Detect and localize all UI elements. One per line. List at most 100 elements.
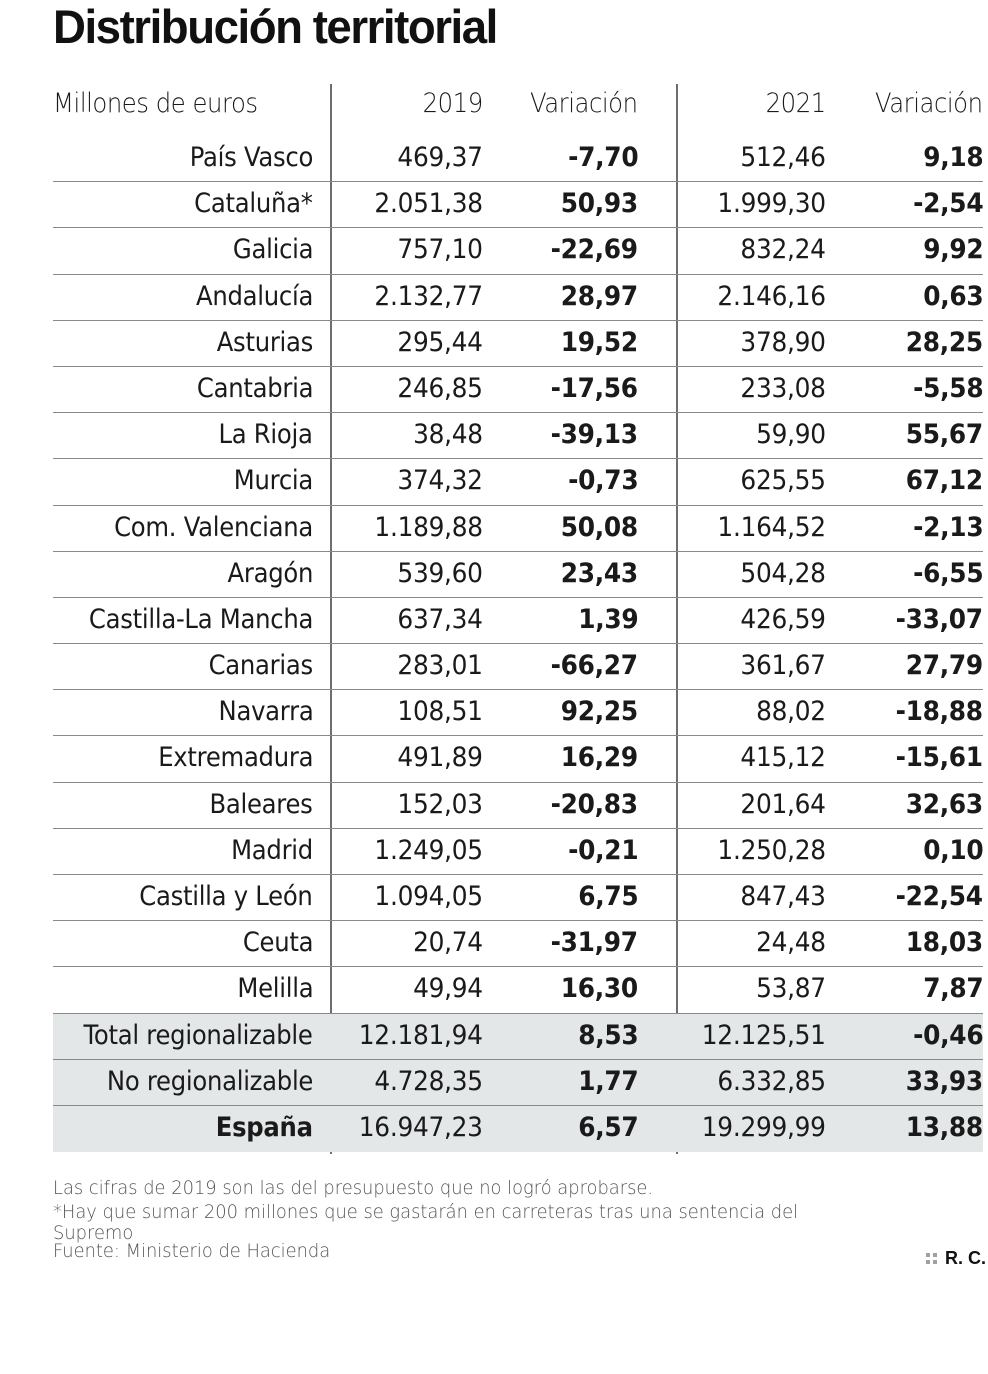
variation-2021: 18,03 bbox=[905, 927, 983, 959]
value-2019: 1.094,05 bbox=[374, 881, 484, 912]
variation-2019: 1,77 bbox=[577, 1065, 638, 1097]
header-variation-2019: Variación bbox=[530, 88, 638, 119]
value-2021: 24,48 bbox=[756, 927, 826, 959]
region-name: Cantabria bbox=[196, 372, 314, 404]
table-row: Cantabria 246,85 -17,56 233,08 -5,58 bbox=[53, 367, 983, 414]
value-2019: 108,51 bbox=[397, 696, 484, 728]
header-2021: 2021 bbox=[765, 88, 826, 119]
variation-2021: 7,87 bbox=[922, 973, 983, 1005]
dots-icon bbox=[925, 1253, 937, 1264]
variation-2021: 67,12 bbox=[905, 465, 983, 497]
value-2021: 59,90 bbox=[756, 419, 826, 451]
data-table: Millones de euros 2019 Variación 2021 Va… bbox=[53, 84, 984, 1153]
variation-2021: -0,46 bbox=[912, 1019, 983, 1051]
region-name: No regionalizable bbox=[106, 1065, 313, 1097]
value-2021: 504,28 bbox=[740, 557, 827, 589]
value-2019: 20,74 bbox=[413, 927, 483, 959]
table-row: Galicia 757,10 -22,69 832,24 9,92 bbox=[53, 228, 983, 275]
region-name: Cataluña* bbox=[194, 188, 314, 220]
value-2019: 152,03 bbox=[397, 788, 484, 820]
region-name: Castilla-La Mancha bbox=[88, 603, 313, 635]
table-row: Madrid 1.249,05 -0,21 1.250,28 0,10 bbox=[53, 829, 983, 875]
table-row: Ceuta 20,74 -31,97 24,48 18,03 bbox=[53, 921, 983, 968]
variation-2021: -2,13 bbox=[912, 511, 983, 543]
value-2019: 246,85 bbox=[397, 372, 484, 404]
value-2019: 2.132,77 bbox=[374, 280, 484, 312]
table-row: Castilla y León 1.094,05 6,75 847,43 -22,54 bbox=[53, 875, 984, 922]
variation-2019: -20,83 bbox=[550, 788, 639, 820]
region-name: La Rioja bbox=[218, 419, 313, 451]
table-header: Millones de euros 2019 Variación 2021 Va… bbox=[53, 84, 983, 136]
region-name: Melilla bbox=[237, 973, 313, 1005]
table-row: No regionalizable 4.728,35 1,77 6.332,85 33,… bbox=[53, 1059, 983, 1106]
table-row: Murcia 374,32 -0,73 625,55 67,12 bbox=[53, 459, 983, 506]
variation-2019: 50,08 bbox=[560, 511, 638, 543]
credit-text: R. C. bbox=[944, 1248, 986, 1268]
table-row: Andalucía 2.132,77 28,97 2.146,16 0,63 bbox=[53, 275, 983, 321]
value-2021: 1.999,30 bbox=[717, 188, 827, 220]
table-row: Com. Valenciana 1.189,88 50,08 1.164,52 -2,1… bbox=[53, 506, 983, 552]
table-totals: Total regionalizable 12.181,94 8,53 12.125,… bbox=[53, 1013, 983, 1153]
variation-2021: 0,10 bbox=[922, 834, 983, 866]
variation-2021: 9,92 bbox=[922, 234, 983, 266]
variation-2021: -18,88 bbox=[895, 696, 984, 728]
source-note: Fuente: Ministerio de Hacienda bbox=[53, 1240, 331, 1262]
header-unit: Millones de euros bbox=[53, 88, 258, 119]
value-2021: 88,02 bbox=[756, 696, 826, 728]
value-2021: 415,12 bbox=[740, 742, 827, 774]
table-row: Cataluña* 2.051,38 50,93 1.999,30 -2,54 bbox=[53, 182, 983, 229]
value-2021: 361,67 bbox=[740, 650, 827, 682]
value-2021: 426,59 bbox=[740, 603, 827, 635]
table-row: Navarra 108,51 92,25 88,02 -18,88 bbox=[53, 690, 984, 737]
table-row: Castilla-La Mancha 637,34 1,39 426,59 -33,07 bbox=[53, 598, 984, 645]
value-2019: 12.181,94 bbox=[359, 1019, 483, 1051]
variation-2019: 92,25 bbox=[560, 696, 638, 728]
region-name: Com. Valenciana bbox=[114, 511, 313, 543]
value-2019: 374,32 bbox=[397, 465, 484, 497]
page-title: Distribución territorial bbox=[53, 0, 498, 53]
value-2019: 283,01 bbox=[397, 650, 484, 682]
table-row: España 16.947,23 6,57 19.299,99 13,88 bbox=[53, 1105, 983, 1153]
value-2021: 512,46 bbox=[740, 142, 827, 173]
value-2019: 1.189,88 bbox=[374, 511, 484, 543]
variation-2019: -66,27 bbox=[550, 650, 639, 682]
variation-2019: -0,73 bbox=[567, 465, 638, 497]
variation-2019: 23,43 bbox=[560, 557, 638, 589]
region-name: Ceuta bbox=[242, 927, 314, 959]
region-name: Andalucía bbox=[195, 280, 313, 312]
variation-2019: 19,52 bbox=[560, 326, 638, 358]
value-2019: 539,60 bbox=[397, 557, 484, 589]
variation-2021: 0,63 bbox=[922, 280, 983, 312]
variation-2019: 6,75 bbox=[577, 881, 638, 912]
value-2019: 16.947,23 bbox=[359, 1111, 483, 1143]
value-2021: 625,55 bbox=[740, 465, 827, 497]
region-name: Navarra bbox=[218, 696, 313, 728]
value-2019: 491,89 bbox=[397, 742, 484, 774]
table-row: País Vasco 469,37 -7,70 512,46 9,18 bbox=[53, 136, 983, 183]
value-2019: 469,37 bbox=[397, 142, 484, 173]
value-2021: 1.164,52 bbox=[717, 511, 827, 543]
value-2021: 2.146,16 bbox=[717, 280, 827, 312]
table-row: Asturias 295,44 19,52 378,90 28,25 bbox=[53, 321, 983, 367]
column-divider-left bbox=[330, 84, 332, 1154]
variation-2021: -22,54 bbox=[895, 881, 984, 912]
variation-2021: -33,07 bbox=[895, 603, 984, 635]
region-name: Total regionalizable bbox=[83, 1019, 313, 1051]
variation-2019: -39,13 bbox=[550, 419, 639, 451]
region-name: Madrid bbox=[231, 834, 313, 866]
variation-2021: 32,63 bbox=[905, 788, 983, 820]
region-name: Castilla y León bbox=[139, 881, 314, 912]
value-2019: 1.249,05 bbox=[374, 834, 484, 866]
region-name: Asturias bbox=[216, 326, 314, 358]
variation-2019: 16,30 bbox=[560, 973, 638, 1005]
region-name: Murcia bbox=[233, 465, 313, 497]
table-row: Melilla 49,94 16,30 53,87 7,87 bbox=[53, 967, 983, 1014]
variation-2021: 27,79 bbox=[905, 650, 983, 682]
value-2019: 49,94 bbox=[413, 973, 483, 1005]
variation-2019: -31,97 bbox=[550, 927, 639, 959]
value-2019: 637,34 bbox=[397, 603, 484, 635]
region-name: Galicia bbox=[232, 234, 314, 266]
value-2021: 19.299,99 bbox=[702, 1111, 826, 1143]
variation-2019: -22,69 bbox=[550, 234, 639, 266]
variation-2021: -15,61 bbox=[895, 742, 984, 774]
